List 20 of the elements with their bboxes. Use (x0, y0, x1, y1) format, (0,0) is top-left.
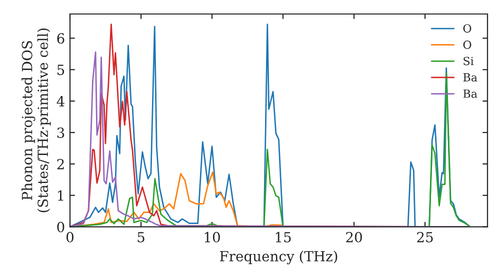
y-tick-label: 5 (57, 64, 64, 76)
y-tick-label: 1 (58, 190, 64, 201)
x-tick-label: 10 (204, 232, 220, 242)
y-axis-title: Phonon projected DOS (States/THz·primitive cell) (22, 28, 51, 212)
x-tick-label: 5 (138, 232, 144, 242)
y-tick-label: 6 (57, 33, 64, 44)
y-tick-label: 3 (57, 127, 64, 138)
legend-label: O (463, 40, 472, 49)
y-tick-label: 0 (57, 222, 64, 232)
y-tick-label: 4 (56, 96, 64, 106)
x-tick-label: 15 (276, 232, 291, 242)
legend-label: O (463, 24, 472, 33)
legend-label: Si (464, 56, 474, 66)
x-tick-label: 0 (66, 232, 74, 242)
x-tick-label: 20 (346, 232, 362, 242)
legend-label: Ba (463, 73, 478, 82)
x-tick-label: 25 (417, 232, 433, 242)
x-axis-title: Frequency (THz) (220, 250, 338, 264)
y-tick-label: 2 (57, 158, 64, 170)
legend-label: Ba (463, 90, 478, 98)
